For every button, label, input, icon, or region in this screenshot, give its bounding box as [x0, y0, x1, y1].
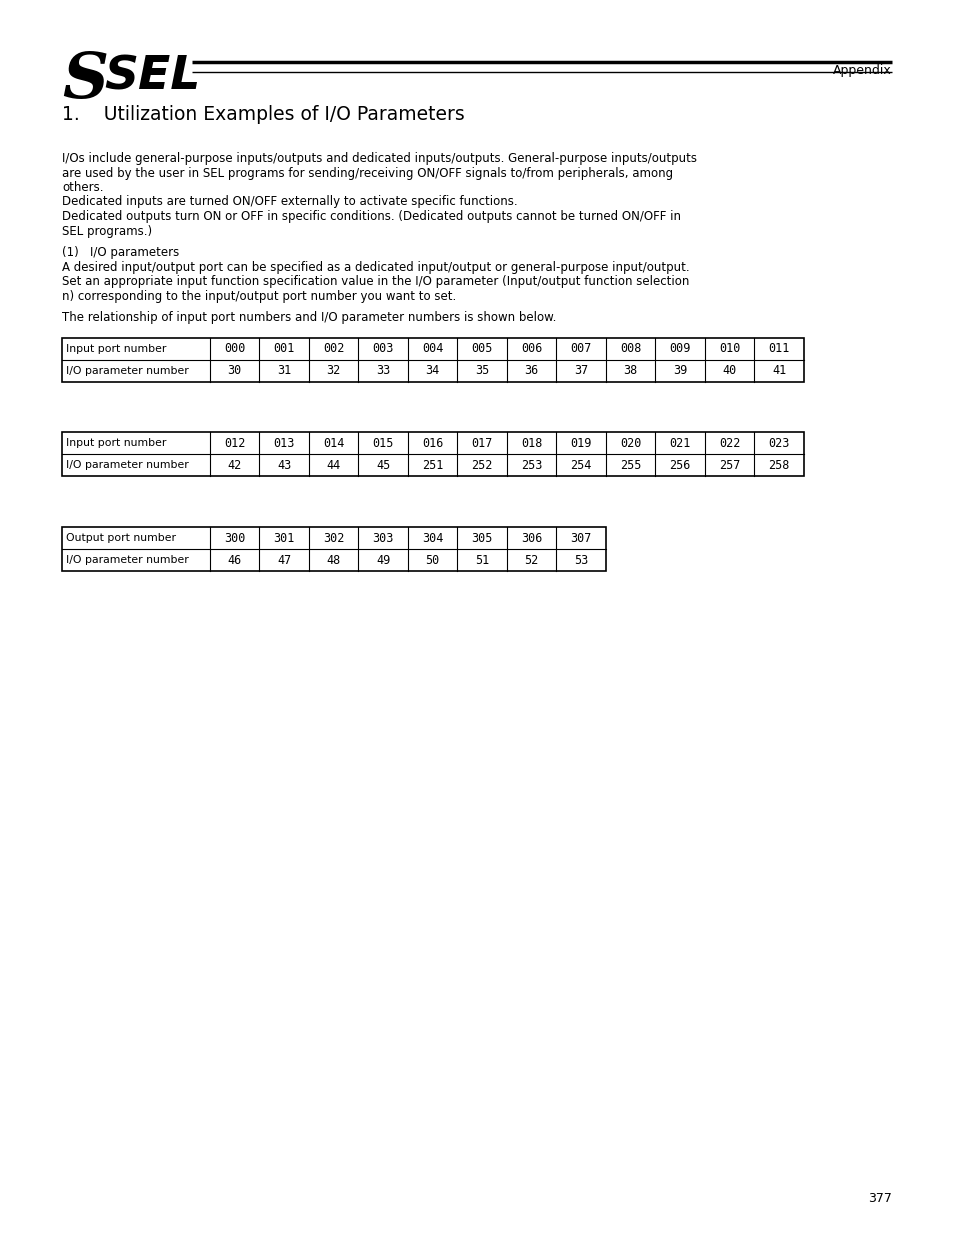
Text: 51: 51 [475, 553, 489, 567]
Text: 37: 37 [574, 364, 588, 377]
Text: Input port number: Input port number [66, 343, 166, 353]
Text: 013: 013 [274, 437, 294, 450]
Text: Dedicated inputs are turned ON/OFF externally to activate specific functions.: Dedicated inputs are turned ON/OFF exter… [62, 195, 517, 209]
Text: 016: 016 [421, 437, 443, 450]
Text: Dedicated outputs turn ON or OFF in specific conditions. (Dedicated outputs cann: Dedicated outputs turn ON or OFF in spec… [62, 210, 680, 224]
Text: 005: 005 [471, 342, 493, 356]
Text: 018: 018 [520, 437, 542, 450]
Text: 003: 003 [373, 342, 394, 356]
Text: are used by the user in SEL programs for sending/receiving ON/OFF signals to/fro: are used by the user in SEL programs for… [62, 167, 673, 179]
Text: 305: 305 [471, 531, 493, 545]
Text: 022: 022 [719, 437, 740, 450]
Text: others.: others. [62, 182, 103, 194]
Text: 301: 301 [274, 531, 294, 545]
Text: 009: 009 [669, 342, 690, 356]
Text: 43: 43 [276, 459, 291, 472]
Text: 307: 307 [570, 531, 591, 545]
Text: 47: 47 [276, 553, 291, 567]
Text: The relationship of input port numbers and I/O parameter numbers is shown below.: The relationship of input port numbers a… [62, 311, 556, 325]
Text: 017: 017 [471, 437, 493, 450]
Text: 021: 021 [669, 437, 690, 450]
Text: SEL programs.): SEL programs.) [62, 225, 152, 237]
Text: 1.    Utilization Examples of I/O Parameters: 1. Utilization Examples of I/O Parameter… [62, 105, 464, 124]
Bar [62, 337, 803, 382]
Text: 015: 015 [373, 437, 394, 450]
Text: 000: 000 [224, 342, 245, 356]
Text: 306: 306 [520, 531, 542, 545]
Text: 39: 39 [673, 364, 687, 377]
Text: 004: 004 [421, 342, 443, 356]
Text: I/O parameter number: I/O parameter number [66, 555, 189, 566]
Text: 258: 258 [768, 459, 789, 472]
Text: 252: 252 [471, 459, 493, 472]
Text: 36: 36 [524, 364, 538, 377]
Text: 012: 012 [224, 437, 245, 450]
Text: Appendix: Appendix [832, 64, 891, 77]
Text: I/O parameter number: I/O parameter number [66, 461, 189, 471]
Text: 303: 303 [373, 531, 394, 545]
Text: 33: 33 [375, 364, 390, 377]
Text: Output port number: Output port number [66, 534, 175, 543]
Text: 44: 44 [326, 459, 340, 472]
Text: 377: 377 [867, 1192, 891, 1205]
Text: Input port number: Input port number [66, 438, 166, 448]
Text: 011: 011 [768, 342, 789, 356]
Bar [62, 527, 605, 571]
Text: 50: 50 [425, 553, 439, 567]
Text: 40: 40 [721, 364, 736, 377]
Text: 008: 008 [619, 342, 640, 356]
Text: 014: 014 [323, 437, 344, 450]
Text: 010: 010 [719, 342, 740, 356]
Text: Set an appropriate input function specification value in the I/O parameter (Inpu: Set an appropriate input function specif… [62, 275, 689, 288]
Text: 001: 001 [274, 342, 294, 356]
Text: 32: 32 [326, 364, 340, 377]
Bar [62, 432, 803, 477]
Text: 254: 254 [570, 459, 591, 472]
Text: 35: 35 [475, 364, 489, 377]
Text: 34: 34 [425, 364, 439, 377]
Text: 002: 002 [323, 342, 344, 356]
Text: 300: 300 [224, 531, 245, 545]
Text: 251: 251 [421, 459, 443, 472]
Text: 023: 023 [768, 437, 789, 450]
Text: 007: 007 [570, 342, 591, 356]
Text: 304: 304 [421, 531, 443, 545]
Text: 006: 006 [520, 342, 542, 356]
Text: I/Os include general-purpose inputs/outputs and dedicated inputs/outputs. Genera: I/Os include general-purpose inputs/outp… [62, 152, 697, 165]
Text: 46: 46 [228, 553, 242, 567]
Text: SEL: SEL [104, 54, 200, 99]
Text: 253: 253 [520, 459, 542, 472]
Text: (1)   I/O parameters: (1) I/O parameters [62, 246, 179, 259]
Text: A desired input/output port can be specified as a dedicated input/output or gene: A desired input/output port can be speci… [62, 261, 689, 274]
Text: 019: 019 [570, 437, 591, 450]
Text: 41: 41 [771, 364, 785, 377]
Text: 257: 257 [719, 459, 740, 472]
Text: 45: 45 [375, 459, 390, 472]
Text: 256: 256 [669, 459, 690, 472]
Text: 020: 020 [619, 437, 640, 450]
Text: 52: 52 [524, 553, 538, 567]
Text: 53: 53 [574, 553, 588, 567]
Text: 30: 30 [228, 364, 242, 377]
Text: 302: 302 [323, 531, 344, 545]
Text: 48: 48 [326, 553, 340, 567]
Text: S: S [62, 49, 108, 111]
Text: 42: 42 [228, 459, 242, 472]
Text: 255: 255 [619, 459, 640, 472]
Text: 38: 38 [623, 364, 638, 377]
Text: n) corresponding to the input/output port number you want to set.: n) corresponding to the input/output por… [62, 290, 456, 303]
Text: 49: 49 [375, 553, 390, 567]
Text: 31: 31 [276, 364, 291, 377]
Text: I/O parameter number: I/O parameter number [66, 366, 189, 375]
